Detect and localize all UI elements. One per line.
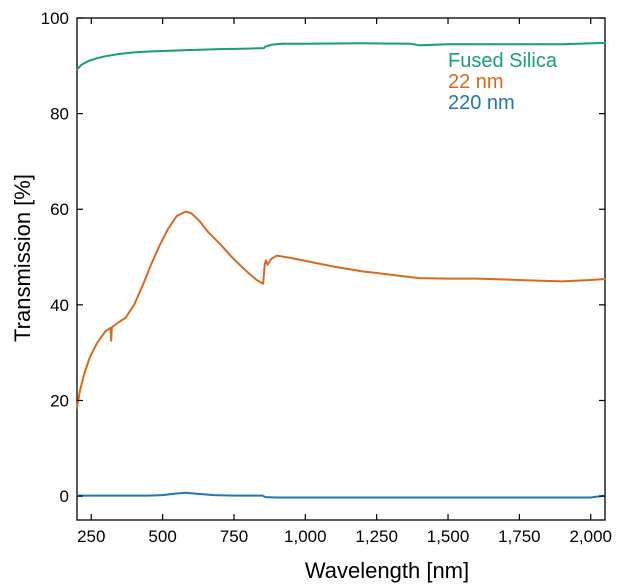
y-tick-label: 60 — [50, 200, 69, 219]
series-line-1 — [76, 210, 606, 409]
y-axis-title: Transmission [%] — [10, 174, 35, 342]
y-tick-label: 100 — [41, 9, 69, 28]
x-tick-label: 750 — [220, 527, 248, 546]
legend-entry-2: 220 nm — [448, 92, 515, 114]
series-line-2 — [76, 491, 606, 499]
x-tick-label: 2,000 — [569, 527, 612, 546]
series-line-0 — [76, 41, 606, 71]
plot-area — [76, 17, 606, 521]
y-tick-label: 0 — [60, 487, 69, 506]
x-tick-label: 1,000 — [284, 527, 327, 546]
x-tick-label: 1,500 — [427, 527, 470, 546]
x-axis: 250 500 750 1,000 1,250 1,500 1,750 2,000 — [77, 18, 612, 546]
y-tick-label: 80 — [50, 105, 69, 124]
series-layer — [76, 41, 606, 499]
x-tick-label: 500 — [148, 527, 176, 546]
x-tick-label: 1,750 — [498, 527, 541, 546]
legend-entry-0: Fused Silica — [448, 50, 558, 72]
y-tick-label: 40 — [50, 296, 69, 315]
y-axis: 0 20 40 60 80 100 — [41, 9, 605, 506]
x-tick-label: 1,250 — [355, 527, 398, 546]
legend-entry-1: 22 nm — [448, 71, 504, 93]
x-tick-label: 250 — [77, 527, 105, 546]
x-axis-title: Wavelength [nm] — [305, 558, 469, 583]
y-tick-label: 20 — [50, 391, 69, 410]
plot-frame — [76, 17, 606, 521]
